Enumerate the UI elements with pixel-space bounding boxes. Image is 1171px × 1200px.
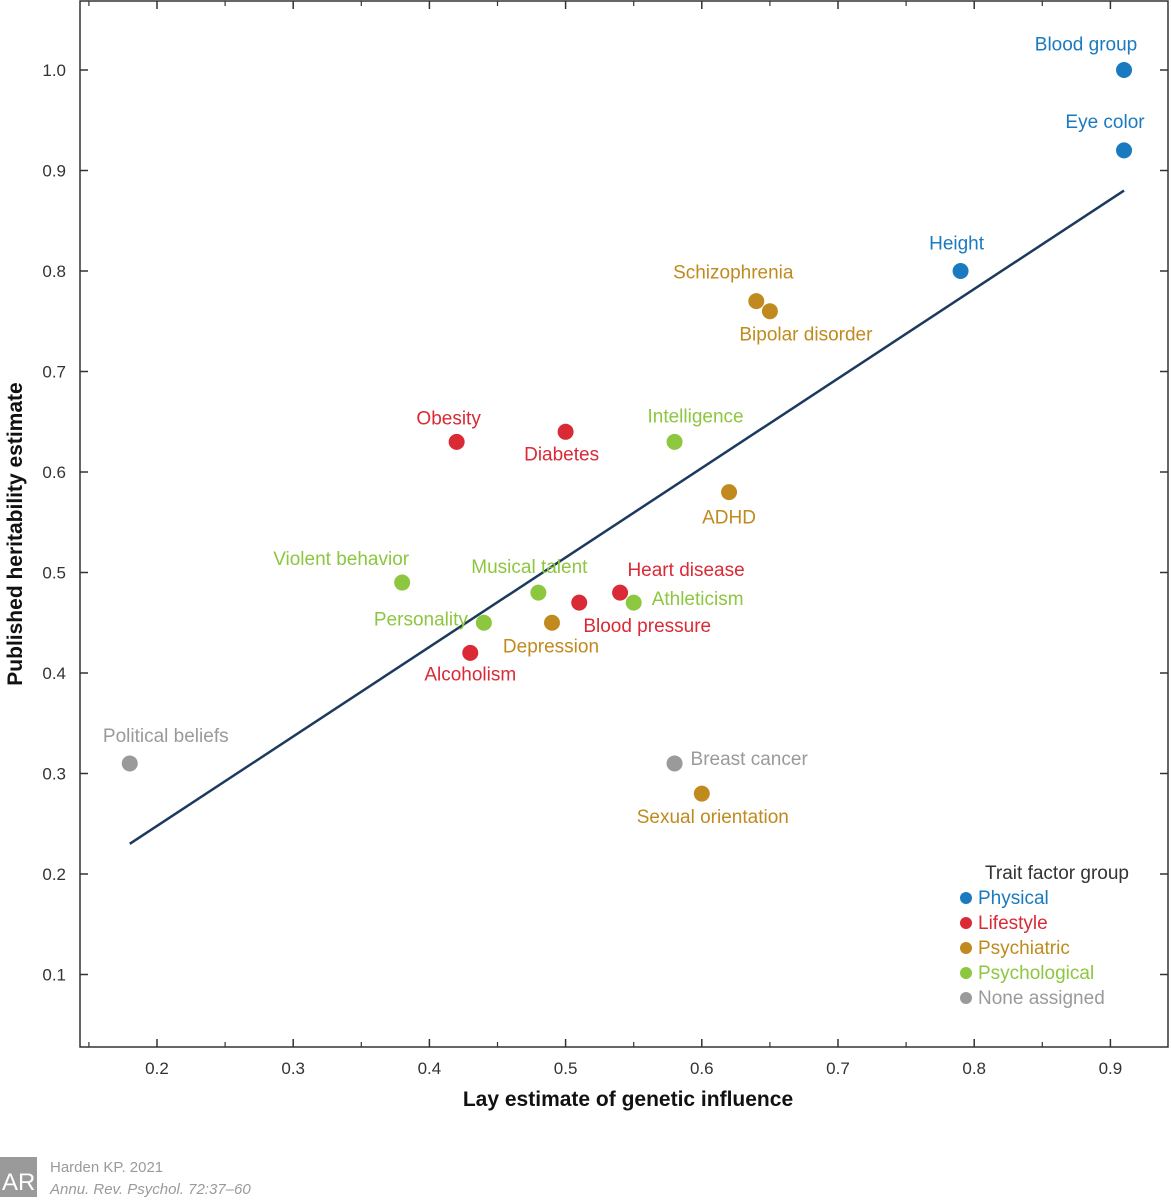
y-tick-label: 0.7 xyxy=(42,363,66,382)
point-label: Intelligence xyxy=(647,406,743,427)
citation-author: Harden KP. 2021 xyxy=(50,1159,163,1176)
legend-title: Trait factor group xyxy=(985,863,1129,884)
x-axis-label: Lay estimate of genetic influence xyxy=(463,1088,793,1111)
data-point-political-beliefs xyxy=(121,755,138,772)
point-label: ADHD xyxy=(702,508,756,529)
point-label: Sexual orientation xyxy=(637,807,789,828)
legend-marker xyxy=(960,917,972,929)
legend-entry: Lifestyle xyxy=(978,913,1048,934)
x-tick-label: 0.7 xyxy=(826,1059,850,1078)
point-label: Violent behavior xyxy=(273,549,410,570)
y-tick-label: 1.0 xyxy=(42,61,66,80)
y-tick-label: 0.6 xyxy=(42,463,66,482)
data-point-athleticism xyxy=(625,594,642,611)
legend-entry: Psychiatric xyxy=(978,938,1070,959)
y-tick-label: 0.3 xyxy=(42,765,66,784)
legend-marker xyxy=(960,967,972,979)
data-point-eye-color xyxy=(1116,142,1133,159)
data-point-bipolar-disorder xyxy=(761,303,778,320)
point-label: Musical talent xyxy=(471,557,588,578)
citation-journal: Annu. Rev. Psychol. 72:37–60 xyxy=(49,1181,251,1198)
data-point-adhd xyxy=(721,484,738,501)
point-label: Eye color xyxy=(1065,112,1145,133)
x-tick-label: 0.3 xyxy=(281,1059,305,1078)
data-points: Blood group Eye color Height Schizophrenia B… xyxy=(103,35,1145,829)
legend-entry: None assigned xyxy=(978,988,1105,1009)
point-label: Obesity xyxy=(416,408,481,429)
point-label: Depression xyxy=(503,636,599,657)
publisher-logo xyxy=(0,1157,37,1197)
legend-marker xyxy=(960,892,972,904)
y-tick-label: 0.2 xyxy=(42,865,66,884)
point-label: Personality xyxy=(374,609,468,630)
data-point-diabetes xyxy=(557,423,574,440)
x-tick-label: 0.6 xyxy=(690,1059,714,1078)
regression-line xyxy=(129,189,1125,845)
y-tick-label: 0.8 xyxy=(42,262,66,281)
point-label: Bipolar disorder xyxy=(739,325,873,346)
point-label: Athleticism xyxy=(652,589,744,610)
citation: AR Harden KP. 2021 Annu. Rev. Psychol. 7… xyxy=(0,1157,251,1198)
point-label: Blood group xyxy=(1035,35,1137,56)
legend-marker xyxy=(960,942,972,954)
point-label: Alcoholism xyxy=(424,664,516,685)
data-point-violent-behavior xyxy=(394,574,411,591)
x-tick-label: 0.5 xyxy=(554,1059,578,1078)
point-label: Political beliefs xyxy=(103,726,229,747)
point-label: Blood pressure xyxy=(583,616,711,637)
data-point-schizophrenia xyxy=(748,293,765,310)
data-point-alcoholism xyxy=(462,644,479,661)
data-point-height xyxy=(952,263,969,279)
y-tick-label: 0.1 xyxy=(42,966,66,985)
x-tick-label: 0.2 xyxy=(145,1059,169,1078)
data-point-obesity xyxy=(448,433,465,450)
x-tick-label: 0.8 xyxy=(962,1059,986,1078)
y-tick-label: 0.5 xyxy=(42,564,66,583)
legend-entry: Physical xyxy=(978,888,1049,909)
x-tick-label: 0.9 xyxy=(1099,1059,1123,1078)
x-tick-label: 0.4 xyxy=(418,1059,442,1078)
legend: Trait factor group Physical Lifestyle Psyc… xyxy=(960,863,1129,1009)
point-label: Diabetes xyxy=(524,444,599,465)
point-label: Breast cancer xyxy=(691,749,809,770)
plot-frame xyxy=(79,0,1169,1048)
data-point-personality xyxy=(475,614,492,631)
data-point-sexual-orientation xyxy=(693,785,710,802)
point-label: Schizophrenia xyxy=(673,263,794,284)
legend-marker xyxy=(960,992,972,1004)
y-axis-label: Published heritability estimate xyxy=(4,382,27,685)
point-label: Height xyxy=(929,234,985,255)
axis-ticks: 0.2 0.3 0.4 0.5 0.6 0.7 0.8 0.9 0.1 0.2 0.3 0.4 0.5 0… xyxy=(42,1,1168,1078)
data-point-musical-talent xyxy=(530,584,547,601)
legend-entry: Psychological xyxy=(978,963,1094,984)
data-point-breast-cancer xyxy=(666,755,683,772)
data-point-blood-group xyxy=(1116,62,1133,78)
data-point-blood-pressure xyxy=(571,594,588,611)
data-point-depression xyxy=(543,614,560,631)
y-tick-label: 0.9 xyxy=(42,162,66,181)
data-point-intelligence xyxy=(666,433,683,450)
data-point-heart-disease xyxy=(612,584,629,601)
point-label: Heart disease xyxy=(627,560,744,581)
publisher-logo-text: AR xyxy=(2,1169,35,1196)
y-tick-label: 0.4 xyxy=(42,664,66,683)
